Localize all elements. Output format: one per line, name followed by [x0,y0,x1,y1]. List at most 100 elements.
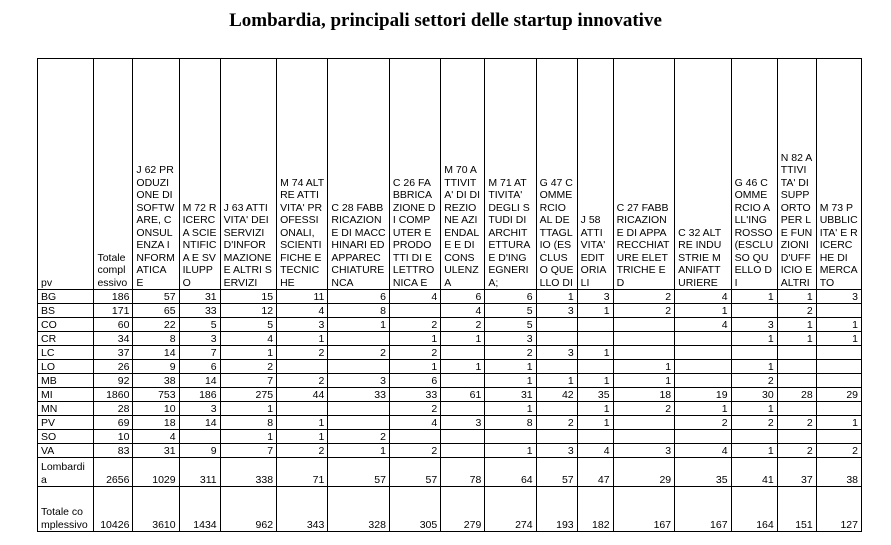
data-table: pv Totale complessivo J 62 PRODUZIONE DI S… [36,58,863,532]
cell: 6 [388,373,442,388]
cell: 1 [219,429,278,444]
cell: 3 [440,415,486,430]
cell: 127 [815,486,863,532]
cell [484,429,537,444]
cell: 1 [535,373,578,388]
column-header: M 72 RICERCA SCIENTIFICA E SVILUPPO [178,58,221,290]
cell: 274 [484,486,537,532]
cell: 1 [815,331,863,346]
cell: 3 [535,443,578,458]
cell [776,345,817,360]
cell: 60 [93,317,134,332]
cell [327,415,390,430]
cell: 3 [535,345,578,360]
cell: 182 [576,486,614,532]
cell: 31 [132,443,180,458]
cell: 6 [178,359,221,374]
cell [674,373,732,388]
cell: 5 [484,303,537,318]
cell: 3610 [132,486,180,532]
cell: 1 [776,289,817,304]
cell [327,401,390,416]
cell: 2 [730,373,778,388]
cell: 6 [327,289,390,304]
cell: 33 [388,387,442,402]
cell [612,317,676,332]
cell: 1 [576,401,614,416]
cell: 35 [576,387,614,402]
table-row: PV 69 18 14 8 1 4 3 8 2 1 2 2 2 1 [36,415,863,430]
cell: 167 [612,486,676,532]
cell: 2 [815,443,863,458]
cell: 83 [93,443,134,458]
cell: 1 [612,373,676,388]
cell: 2 [612,303,676,318]
cell: 2 [776,443,817,458]
cell: 42 [535,387,578,402]
table-row: MN 28 10 3 1 2 1 1 2 1 1 [36,401,863,416]
cell [612,429,676,444]
table-row: LC 37 14 7 1 2 2 2 2 3 1 [36,345,863,360]
cell: 4 [276,303,329,318]
cell: 8 [219,415,278,430]
row-label: MN [36,401,95,416]
column-header: J 63 ATTIVITA' DEI SERVIZI D'INFORMAZION… [219,58,278,290]
cell: 2 [219,359,278,374]
cell [388,303,442,318]
cell: 14 [132,345,180,360]
cell: 10 [93,429,134,444]
column-header: M 70 ATTIVITA' DI DIREZIONE AZIENDALE E … [440,58,486,290]
cell: 28 [776,387,817,402]
cell [674,345,732,360]
cell [612,415,676,430]
cell: 151 [776,486,817,532]
cell: 1 [730,289,778,304]
table-row: CO 60 22 5 5 3 1 2 2 5 4 3 1 1 [36,317,863,332]
cell: 2656 [93,457,134,487]
cell [535,359,578,374]
cell: 1 [815,317,863,332]
cell: 30 [730,387,778,402]
cell: 5 [178,317,221,332]
cell: 7 [219,443,278,458]
cell: 1 [484,359,537,374]
cell [815,429,863,444]
cell: 34 [93,331,134,346]
row-label: Totale complessivo [36,486,95,532]
cell: 2 [276,345,329,360]
cell: 2 [388,401,442,416]
cell: 275 [219,387,278,402]
cell: 78 [440,457,486,487]
cell [440,345,486,360]
cell: 4 [132,429,180,444]
cell: 2 [776,415,817,430]
table-row: MB 92 38 14 7 2 3 6 1 1 1 1 2 [36,373,863,388]
cell [327,359,390,374]
cell: 4 [674,443,732,458]
cell: 3 [576,289,614,304]
cell: 4 [576,443,614,458]
cell: 37 [776,457,817,487]
cell: 1 [576,373,614,388]
cell: 1 [276,429,329,444]
cell: 1434 [178,486,221,532]
cell: 38 [132,373,180,388]
cell [440,443,486,458]
column-header: N 82 ATTIVITA' DI SUPPORTO PER LE FUNZIO… [776,58,817,290]
row-label: SO [36,429,95,444]
row-label: Lombardia [36,457,95,487]
cell: 1029 [132,457,180,487]
cell: 33 [327,387,390,402]
cell: 15 [219,289,278,304]
cell: 44 [276,387,329,402]
cell: 1 [674,401,732,416]
cell: 41 [730,457,778,487]
cell [730,303,778,318]
cell: 57 [535,457,578,487]
cell [815,401,863,416]
cell: 47 [576,457,614,487]
cell [815,345,863,360]
cell [776,359,817,374]
